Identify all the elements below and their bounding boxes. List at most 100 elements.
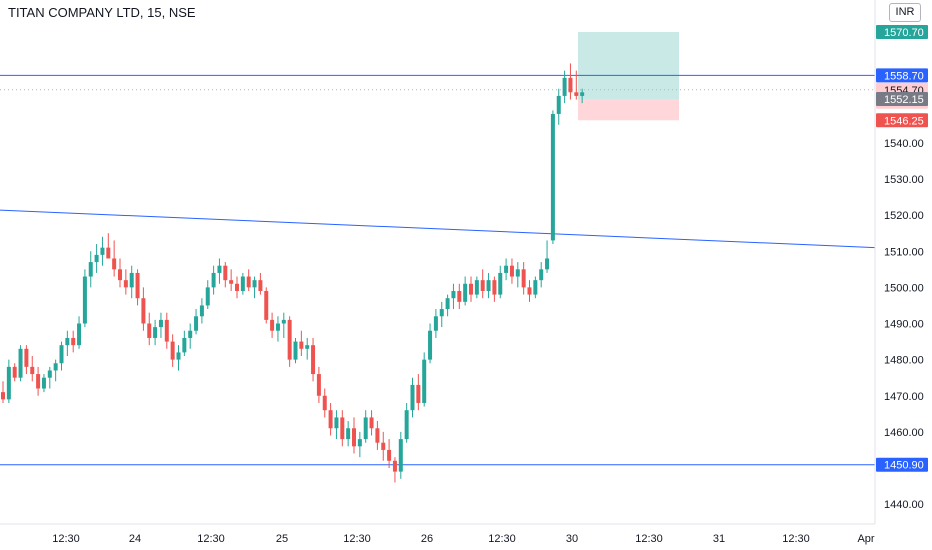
price-tick-label: 1510.00 (884, 246, 924, 258)
candle-body (59, 345, 64, 364)
candle-body (539, 269, 544, 281)
candle-body (357, 439, 362, 447)
candle-body (363, 417, 368, 440)
candle-body (176, 352, 181, 360)
candle-body (240, 276, 245, 291)
candle-body (527, 287, 532, 295)
candle-body (147, 323, 152, 338)
candle-body (451, 290, 456, 299)
candle-body (164, 319, 169, 342)
position-zones (578, 31, 679, 121)
candle-body (281, 319, 286, 324)
candle-body (6, 366, 11, 400)
candle-body (158, 319, 163, 328)
price-tick-label: 1460.00 (884, 427, 924, 439)
time-tick-label: 12:30 (488, 533, 516, 545)
price-tag-bg (876, 91, 928, 106)
candle-body (445, 298, 450, 310)
candle-body (188, 330, 193, 338)
target-zone (578, 31, 679, 99)
candle-body (334, 417, 339, 429)
candle-body (457, 290, 462, 302)
candle-body (474, 280, 479, 295)
candle-body (36, 374, 41, 389)
candle-body (199, 305, 204, 317)
candle-body (30, 366, 35, 375)
candle-body (246, 276, 251, 288)
candle-body (223, 265, 228, 281)
currency-button[interactable]: INR (889, 3, 921, 22)
candle-body (229, 280, 234, 284)
price-tag-bg (876, 113, 928, 128)
candle-body (433, 316, 438, 331)
candle-body (521, 269, 526, 288)
candle-body (235, 283, 239, 291)
time-tick-label: 30 (566, 533, 578, 545)
price-tag-bg (876, 24, 928, 39)
candle-body (53, 363, 58, 371)
candle-body (556, 95, 561, 114)
time-tick-label: 25 (276, 533, 288, 545)
price-tags: 1570.701558.701554.7011:421552.151546.25… (876, 24, 928, 472)
price-tag-label: 1546.25 (884, 115, 924, 127)
candle-body (18, 348, 23, 378)
candle-body (340, 417, 345, 440)
candle-body (504, 265, 509, 273)
time-tick-label: 12:30 (782, 533, 810, 545)
candles (1, 63, 585, 483)
price-tag-bg (876, 68, 928, 83)
price-axis: 1440.00 1460.00 1470.00 1480.00 1490.00 1500.… (884, 138, 924, 511)
price-tick-label: 1490.00 (884, 319, 924, 331)
candle-body (398, 439, 403, 472)
price-tag-label: 1552.15 (884, 94, 924, 106)
time-tick-label: 26 (421, 533, 433, 545)
time-tick-label: 12:30 (197, 533, 225, 545)
time-tick-label: 12:30 (52, 533, 80, 545)
candle-body (404, 410, 409, 440)
candle-body (463, 283, 468, 302)
candle-body (82, 276, 87, 324)
candle-body (492, 280, 497, 295)
candle-body (141, 298, 146, 324)
candle-body (328, 410, 333, 429)
candle-body (346, 428, 351, 440)
candle-body (498, 272, 503, 295)
candle-body (118, 269, 122, 281)
candle-body (71, 337, 76, 346)
price-tick-label: 1520.00 (884, 210, 924, 222)
candle-body (77, 323, 82, 346)
candle-body (194, 316, 199, 331)
candle-body (381, 442, 386, 450)
time-tick-label: 31 (713, 533, 725, 545)
candle-body (293, 341, 298, 360)
candle-body (311, 345, 316, 375)
candle-body (100, 247, 105, 255)
candle-body (135, 272, 140, 299)
candle-body (486, 280, 491, 291)
candle-body (287, 319, 292, 360)
candle-body (153, 327, 158, 338)
candle-body (12, 366, 17, 378)
price-tick-label: 1470.00 (884, 391, 924, 403)
candle-body (352, 428, 356, 447)
candle-body (387, 449, 392, 461)
price-tick-label: 1440.00 (884, 499, 924, 511)
candle-body (428, 330, 433, 360)
candle-body (24, 348, 29, 367)
candle-body (170, 341, 175, 360)
candle-body (305, 345, 310, 349)
time-tick-label: Apr (857, 533, 874, 545)
candle-body (422, 359, 427, 403)
price-tick-label: 1540.00 (884, 138, 924, 150)
candle-body (252, 280, 257, 288)
time-tick-label: 12:30 (635, 533, 663, 545)
candle-body (562, 77, 567, 96)
candle-body (205, 287, 210, 306)
time-tick-label: 24 (129, 533, 141, 545)
candle-body (439, 309, 444, 317)
time-axis: 12:30 24 12:30 25 12:30 26 12:30 30 12:30 31 12:30… (52, 533, 875, 545)
candle-body (515, 269, 520, 277)
candle-body (568, 77, 573, 93)
candle-body (65, 337, 70, 346)
